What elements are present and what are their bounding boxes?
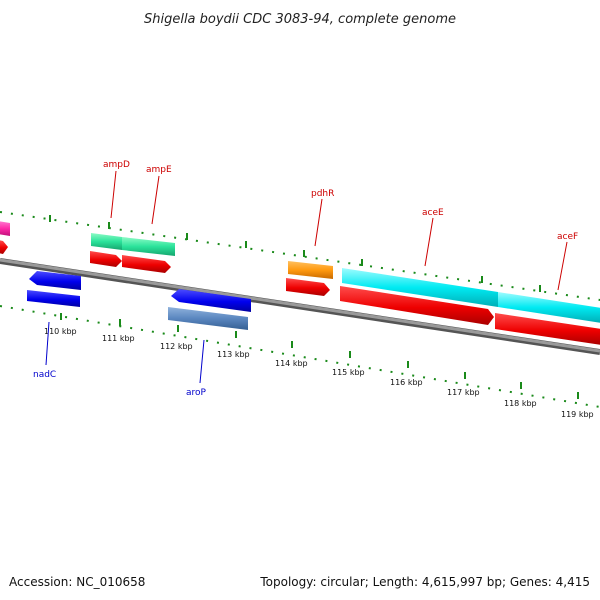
tick-label: 111 kbp: [102, 334, 135, 343]
accession-label: Accession: NC_010658: [9, 575, 145, 589]
tick-labels: 110 kbp 111 kbp 112 kbp 113 kbp 114 kbp …: [44, 327, 594, 419]
feature-aceF: [498, 292, 600, 323]
feature-pink: [0, 221, 10, 236]
leader-pdhR: [314, 198, 323, 247]
tick-label: 112 kbp: [160, 342, 193, 351]
genome-backbone: [0, 258, 600, 353]
gene-label-aroP: aroP: [186, 388, 207, 398]
leader-aceE: [424, 217, 434, 267]
tick-label: 116 kbp: [390, 378, 423, 387]
cds-nadC-upstream: [29, 271, 81, 290]
leader-nadC: [45, 321, 50, 366]
gene-label-ampE: ampE: [146, 165, 172, 175]
tick-label: 114 kbp: [275, 359, 308, 368]
leader-ampE: [151, 175, 160, 225]
tick-label: 119 kbp: [561, 410, 594, 419]
inner-tick-ring: [0, 305, 600, 408]
feature-pdhR: [288, 261, 333, 279]
tick-label: 118 kbp: [504, 399, 537, 408]
gene-label-pdhR: pdhR: [311, 189, 334, 199]
cds-ampE: [122, 255, 171, 273]
feature-ampE: [122, 237, 175, 256]
label-leaders: [45, 170, 568, 384]
genome-summary: Topology: circular; Length: 4,615,997 bp…: [259, 575, 590, 589]
feature-aceE: [342, 268, 498, 307]
forward-strand-features: [0, 221, 600, 345]
feature-aroP: [168, 307, 248, 330]
map-title: Shigella boydii CDC 3083-94, complete ge…: [144, 12, 456, 27]
tick-label: 110 kbp: [44, 327, 77, 336]
gene-label-aceF: aceF: [557, 232, 578, 242]
cds-nadC: [27, 290, 80, 307]
gene-label-ampD: ampD: [103, 160, 130, 170]
cds-aroP: [171, 289, 251, 312]
leader-ampD: [110, 170, 117, 219]
outer-major-ticks: [49, 215, 541, 292]
cds-ampD: [90, 251, 122, 267]
cds-aceF: [495, 313, 600, 345]
gene-labels: ampD ampE pdhR aceE aceF nadC aroP: [33, 160, 578, 398]
major-ticks: [60, 313, 579, 399]
reverse-strand-features: [27, 271, 251, 330]
feature-red-arrow: [0, 240, 8, 254]
feature-ampD: [91, 233, 122, 250]
cds-aceE: [340, 286, 494, 325]
gene-label-aceE: aceE: [422, 208, 444, 218]
leader-aroP: [199, 339, 205, 384]
cds-pdhR: [286, 278, 330, 296]
tick-label: 113 kbp: [217, 350, 250, 359]
tick-label: 115 kbp: [332, 368, 365, 377]
gene-label-nadC: nadC: [33, 370, 56, 380]
leader-aceF: [557, 241, 568, 291]
tick-label: 117 kbp: [447, 388, 480, 397]
